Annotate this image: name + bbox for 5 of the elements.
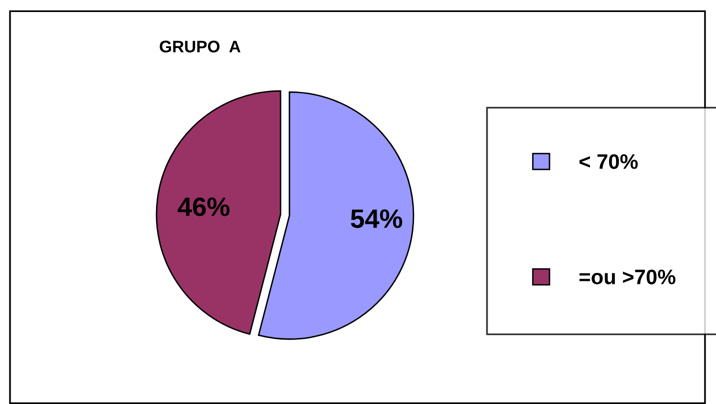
data-label: 54% <box>350 209 402 228</box>
data-label: 46% <box>178 197 230 216</box>
chart-title: GRUPO A <box>160 40 240 52</box>
legend-label: =ou >70% <box>580 270 676 284</box>
legend-label: < 70% <box>580 154 638 169</box>
